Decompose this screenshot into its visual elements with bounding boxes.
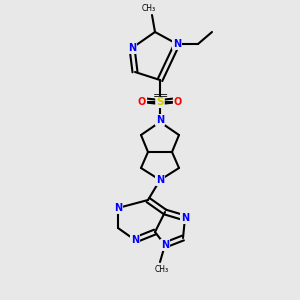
Text: CH₃: CH₃ bbox=[155, 265, 169, 274]
Text: N: N bbox=[114, 203, 122, 213]
Text: N: N bbox=[161, 240, 169, 250]
Text: N: N bbox=[128, 43, 136, 53]
Text: N: N bbox=[131, 235, 139, 245]
Text: O: O bbox=[138, 97, 146, 107]
Text: N: N bbox=[156, 115, 164, 125]
Text: N: N bbox=[173, 39, 181, 49]
Text: S: S bbox=[156, 97, 164, 107]
Text: =: = bbox=[158, 91, 168, 101]
Text: N: N bbox=[181, 213, 189, 223]
Text: O: O bbox=[174, 97, 182, 107]
Text: N: N bbox=[156, 175, 164, 185]
Text: =: = bbox=[152, 91, 162, 101]
Text: CH₃: CH₃ bbox=[142, 4, 156, 13]
